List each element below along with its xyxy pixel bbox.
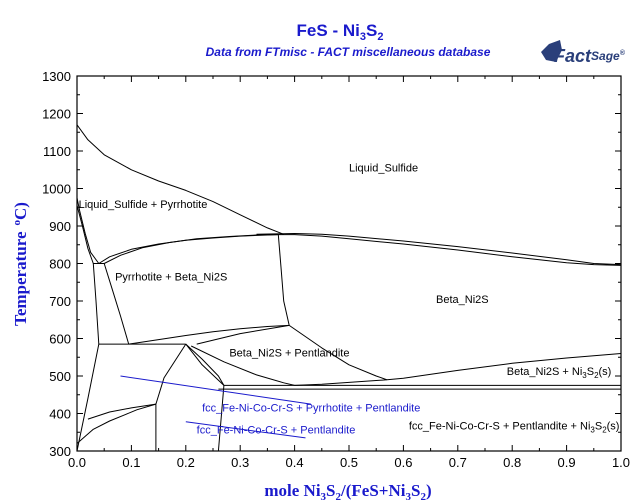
x-tick-label: 1.0: [612, 455, 630, 470]
phase-label: Liquid_Sulfide: [349, 163, 418, 175]
phase-label: fcc_Fe-Ni-Co-Cr-S + Pentlandite: [197, 424, 356, 436]
y-axis-title: TemperatureoC): [11, 202, 30, 326]
x-tick-label: 0.8: [503, 455, 521, 470]
phase-label: Pyrrhotite + Beta_Ni2S: [115, 271, 227, 283]
y-tick-label: 900: [49, 219, 71, 234]
y-tick-label: 300: [49, 444, 71, 459]
phase-boundary: [98, 234, 279, 264]
phase-boundary: [190, 345, 295, 386]
y-tick-label: 800: [49, 257, 71, 272]
phase-boundary: [76, 197, 100, 264]
phase-boundary: [196, 324, 290, 345]
phase-boundary: [256, 233, 622, 266]
chart-subtitle: Data from FTmisc - FACT miscellaneous da…: [206, 45, 491, 59]
phase-boundary: [76, 124, 284, 235]
x-axis-title: mole Ni3S2/(FeS+Ni3S2): [264, 481, 431, 503]
chart-title: FeS - Ni3S2: [297, 21, 384, 43]
x-tick-label: 0.4: [286, 455, 304, 470]
phase-boundary: [294, 353, 622, 386]
x-tick-label: 0.2: [177, 455, 195, 470]
x-tick-labels: 0.0 0.1 0.2 0.3 0.4 0.5 0.6 0.7 0.8 0.9 1.0: [68, 455, 630, 470]
y-tick-label: 1100: [43, 144, 71, 159]
phase-boundary: [87, 403, 156, 420]
factsage-logo: FactSage®: [541, 40, 626, 66]
phase-label: Liquid_Sulfide + Pyrrhotite: [79, 199, 208, 211]
phase-boundaries: [76, 124, 622, 452]
x-tick-label: 0.6: [394, 455, 412, 470]
y-tick-label: 600: [49, 332, 71, 347]
phase-labels: Liquid_Sulfide Liquid_Sulfide + Pyrrhotit…: [79, 163, 620, 437]
phase-boundary: [185, 343, 225, 386]
phase-boundary: [277, 234, 290, 326]
factsage-logo-text: FactSage®: [554, 46, 626, 66]
phase-boundary: [128, 324, 290, 345]
phase-label: Beta_Ni2S: [436, 294, 489, 306]
y-tick-label: 500: [49, 369, 71, 384]
x-tick-label: 0.5: [340, 455, 358, 470]
y-tick-labels: 300 400 500 600 700 800 900 1000 1100 1200 1300: [42, 69, 71, 459]
x-tick-label: 0.0: [68, 455, 86, 470]
phase-boundary: [76, 403, 157, 444]
y-tick-label: 400: [49, 407, 71, 422]
phase-boundary: [92, 263, 100, 345]
phase-boundary: [76, 344, 100, 452]
phase-boundary: [103, 263, 130, 345]
x-tick-label: 0.1: [122, 455, 140, 470]
tie-line: [120, 375, 311, 405]
tie-line: [185, 421, 306, 439]
y-tick-label: 700: [49, 294, 71, 309]
y-tick-label: 1200: [42, 107, 71, 122]
phase-boundary: [217, 385, 225, 452]
x-tick-label: 0.3: [231, 455, 249, 470]
factsage-logo-mark: [541, 40, 562, 62]
phase-boundary: [155, 343, 187, 405]
tie-lines: [120, 375, 311, 439]
phase-label: Beta_Ni2S + Ni3S2(s): [507, 366, 612, 380]
axis-ticks: [76, 75, 622, 452]
x-tick-label: 0.7: [449, 455, 467, 470]
phase-boundary: [76, 205, 94, 264]
phase-boundary: [185, 343, 225, 386]
phase-label: fcc_Fe-Ni-Co-Cr-S + Pentlandite + Ni3S2(…: [409, 421, 620, 435]
phase-label: fcc_Fe-Ni-Co-Cr-S + Pyrrhotite + Pentlan…: [202, 403, 420, 415]
y-tick-label: 1000: [42, 182, 71, 197]
y-tick-label: 1300: [42, 69, 71, 84]
x-tick-label: 0.9: [558, 455, 576, 470]
phase-boundary: [288, 324, 388, 381]
phase-label: Beta_Ni2S + Pentlandite: [229, 348, 349, 360]
phase-boundary: [103, 234, 622, 266]
